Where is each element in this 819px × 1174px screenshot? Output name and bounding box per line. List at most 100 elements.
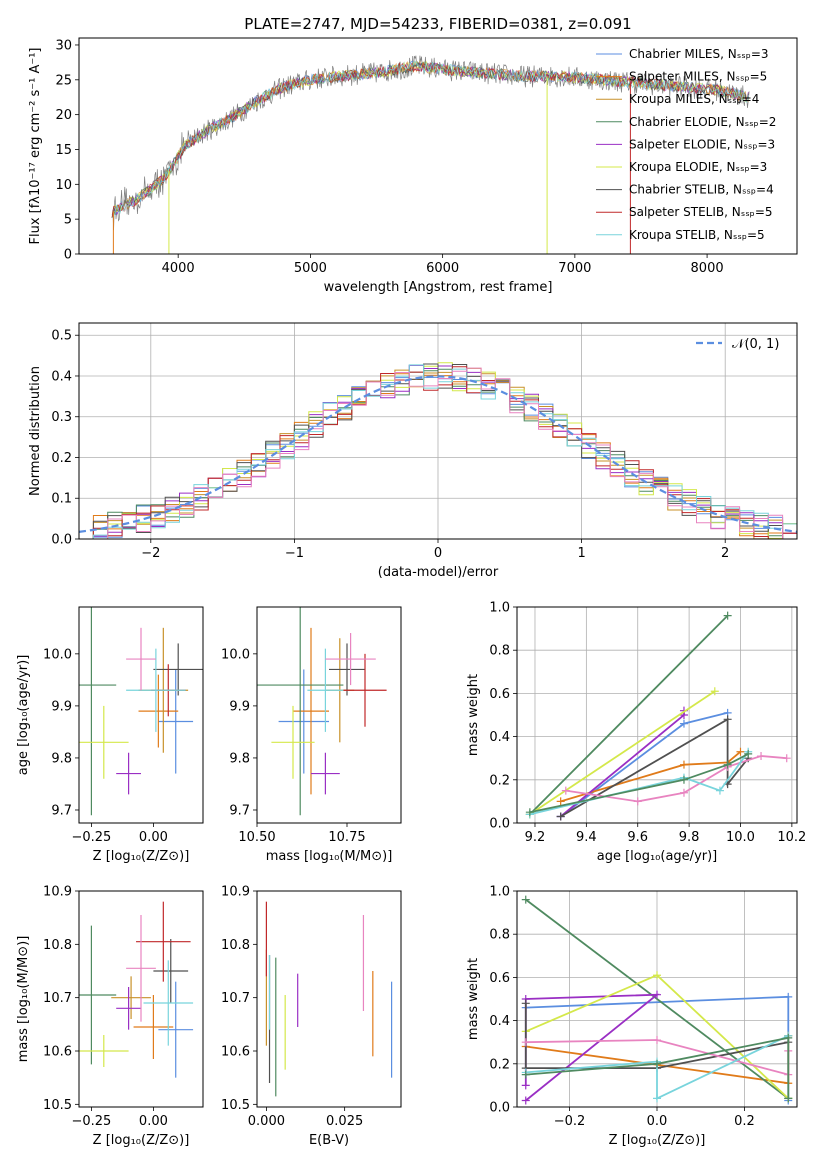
legend-label: Salpeter STELIB, Nₛₛₚ=5 xyxy=(629,205,773,219)
x-tick-label: 7000 xyxy=(558,261,591,276)
data-marker xyxy=(679,719,688,728)
errorbar-point xyxy=(126,648,186,732)
errorbar-point xyxy=(153,939,189,1003)
errorbar-point xyxy=(329,643,365,696)
errorbar-point xyxy=(116,987,141,1030)
x-tick-label: −0.2 xyxy=(554,1114,586,1129)
legend-label: Salpeter ELODIE, Nₛₛₚ=3 xyxy=(629,137,775,151)
errorbar-point xyxy=(138,674,179,748)
weight-series-line xyxy=(525,1034,789,1100)
data-marker xyxy=(653,990,661,999)
data-marker xyxy=(653,971,661,980)
x-tick-label: 6000 xyxy=(426,261,459,276)
errorbar-point xyxy=(311,752,340,795)
y-tick-label: 9.7 xyxy=(229,803,250,818)
panel-weight_vs_age: 9.2 9.4 9.6 9.8 10.0 10.2 0.0 0.2 0.4 0.6 0.8 1.0 ag… xyxy=(466,601,806,865)
y-tick-label: 10.8 xyxy=(221,938,250,953)
data-marker xyxy=(653,1059,661,1068)
y-tick-label: 10.9 xyxy=(221,885,250,900)
plot-area xyxy=(257,607,387,816)
legend-label: Chabrier MILES, Nₛₛₚ=3 xyxy=(629,47,769,61)
x-tick-label: 0.025 xyxy=(326,1114,363,1129)
weight-series-line xyxy=(560,751,742,803)
errorbar-point xyxy=(153,643,203,696)
y-axis-label: Flux [fλ10⁻¹⁷ erg cm⁻² s⁻¹ A⁻¹] xyxy=(28,48,43,245)
legend-label: Kroupa MILES, Nₛₛₚ=4 xyxy=(629,92,759,106)
data-marker xyxy=(723,611,732,620)
axes-frame xyxy=(78,606,204,824)
y-tick-label: 9.9 xyxy=(229,699,250,714)
y-tick-label: 1.0 xyxy=(489,601,510,616)
y-tick-label: 0.4 xyxy=(489,730,510,745)
x-tick-label: 4000 xyxy=(162,261,195,276)
errorbar-point xyxy=(343,653,387,727)
errorbar-point xyxy=(79,925,117,1065)
x-tick-label: 8000 xyxy=(691,261,724,276)
data-marker xyxy=(521,1081,530,1090)
x-tick-label: 0.0 xyxy=(647,1114,668,1129)
x-tick-label: 9.8 xyxy=(679,830,700,845)
plot-area xyxy=(265,901,393,1097)
x-tick-label: 0.2 xyxy=(734,1114,755,1129)
y-tick-label: 10.8 xyxy=(43,938,72,953)
y-tick-label: 10.9 xyxy=(43,885,72,900)
legend: 𝒩(0, 1) xyxy=(696,337,779,352)
weight-series-line xyxy=(529,753,749,814)
x-tick-label: 5000 xyxy=(294,261,327,276)
data-marker xyxy=(782,754,791,763)
y-tick-label: 0.0 xyxy=(489,1101,510,1116)
y-tick-label: 0.8 xyxy=(489,928,510,943)
model-spectrum-line xyxy=(111,60,749,218)
panels: 4000 5000 6000 7000 8000051015202530waveleng… xyxy=(16,37,806,1148)
errorbar-point xyxy=(116,752,141,795)
data-marker xyxy=(715,786,724,795)
errorbar-point xyxy=(79,1035,129,1067)
plot-area xyxy=(79,901,194,1078)
x-tick-label: −1 xyxy=(285,546,304,561)
y-axis-label: mass [log₁₀(M/M⊙)] xyxy=(16,936,31,1063)
plot-area xyxy=(111,55,750,254)
ticks: −0.2 0.0 0.2 0.0 0.2 0.4 0.6 0.8 1.0 xyxy=(489,885,755,1130)
data-marker xyxy=(521,1038,530,1047)
x-tick-label: 0.00 xyxy=(139,1114,168,1129)
data-marker xyxy=(679,788,688,797)
errorbar-point xyxy=(79,607,117,816)
data-marker xyxy=(784,992,793,1001)
errorbar-point xyxy=(278,669,329,774)
y-tick-label: 10.6 xyxy=(221,1045,250,1060)
y-tick-label: 30 xyxy=(55,38,72,53)
y-tick-label: 9.9 xyxy=(51,699,72,714)
x-tick-label: 10.50 xyxy=(238,830,275,845)
y-tick-label: 20 xyxy=(55,108,72,123)
axes-frame xyxy=(516,606,798,824)
errorbar-point xyxy=(143,960,194,1046)
y-tick-label: 5 xyxy=(64,213,72,228)
y-tick-label: 0.6 xyxy=(489,687,510,702)
x-tick-label: 2 xyxy=(721,546,729,561)
ticks: 10.50 10.75 9.7 9.8 9.9 10.0 xyxy=(221,647,366,845)
data-marker xyxy=(679,775,688,784)
x-axis-label: Z [log₁₀(Z/Z⊙)] xyxy=(93,1133,190,1148)
data-marker xyxy=(521,1070,530,1079)
data-marker xyxy=(784,1033,793,1042)
ticks: −2 −1 0 1 2 0.0 0.1 0.2 0.3 0.4 0.5 xyxy=(51,329,729,561)
y-tick-label: 0.2 xyxy=(51,451,72,466)
weight-series-line xyxy=(524,1003,789,1069)
legend-label: Salpeter MILES, Nₛₛₚ=5 xyxy=(629,70,767,84)
y-tick-label: 10.0 xyxy=(43,647,72,662)
ticks: 0.000 0.025 10.5 10.6 10.7 10.8 10.9 xyxy=(221,885,363,1130)
x-axis-label: (data-model)/error xyxy=(378,565,499,580)
data-marker xyxy=(521,895,530,904)
panel-age_vs_mass: 10.50 10.75 9.7 9.8 9.9 10.0 mass [log₁₀(M/M⊙)… xyxy=(221,606,402,864)
x-tick-label: 9.4 xyxy=(576,830,597,845)
x-tick-label: −0.25 xyxy=(71,830,111,845)
x-tick-label: 0 xyxy=(434,546,442,561)
ticks: −0.25 0.00 10.5 10.6 10.7 10.8 10.9 xyxy=(43,885,168,1130)
y-tick-label: 9.8 xyxy=(51,751,72,766)
data-marker xyxy=(653,1036,661,1045)
data-marker xyxy=(556,812,565,821)
x-axis-label: mass [log₁₀(M/M⊙)] xyxy=(266,849,393,864)
errorbar-point xyxy=(293,627,329,795)
axes-frame xyxy=(78,322,798,540)
plot-area xyxy=(517,607,797,823)
